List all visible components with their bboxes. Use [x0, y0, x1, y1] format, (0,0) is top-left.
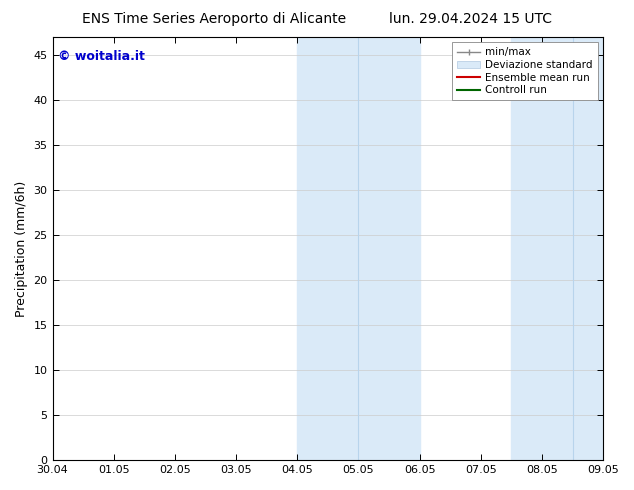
Bar — [512, 37, 603, 460]
Text: ENS Time Series Aeroporto di Alicante: ENS Time Series Aeroporto di Alicante — [82, 12, 347, 26]
Y-axis label: Precipitation (mm/6h): Precipitation (mm/6h) — [15, 180, 28, 317]
Bar — [297, 37, 420, 460]
Legend: min/max, Deviazione standard, Ensemble mean run, Controll run: min/max, Deviazione standard, Ensemble m… — [452, 42, 598, 100]
Text: © woitalia.it: © woitalia.it — [58, 50, 145, 63]
Text: lun. 29.04.2024 15 UTC: lun. 29.04.2024 15 UTC — [389, 12, 552, 26]
